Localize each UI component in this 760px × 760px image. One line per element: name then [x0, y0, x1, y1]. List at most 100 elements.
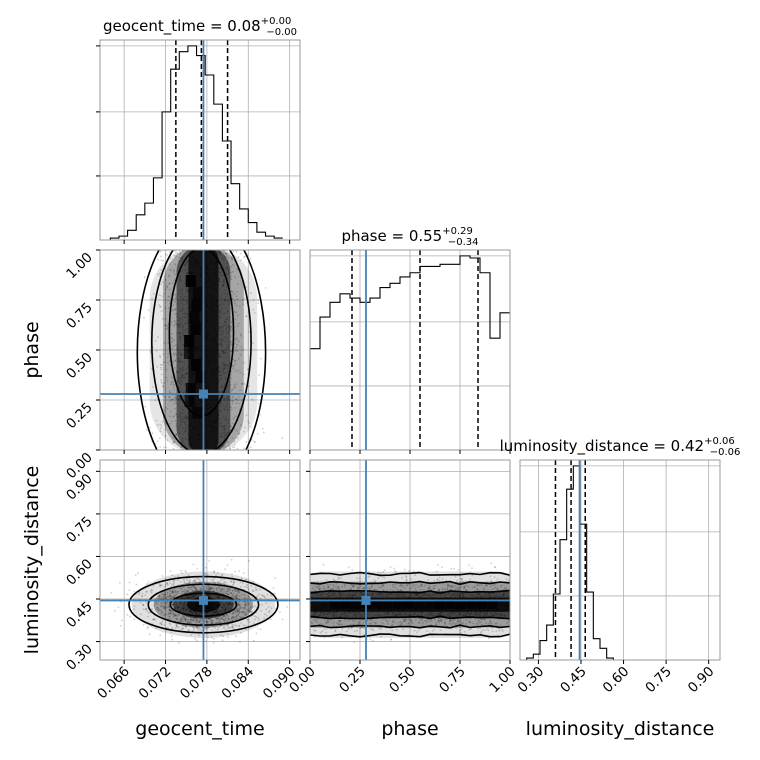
sample-point	[351, 585, 354, 588]
sample-point	[192, 585, 195, 588]
sample-point	[159, 255, 162, 258]
sample-point	[402, 585, 404, 588]
sample-point	[244, 597, 247, 600]
sample-point	[169, 400, 171, 403]
sample-point	[227, 617, 230, 620]
sample-point	[318, 589, 321, 592]
sample-point	[186, 620, 189, 623]
sample-point	[175, 593, 178, 596]
joint-plot-area	[100, 250, 300, 450]
sample-point	[222, 591, 225, 593]
sample-point	[489, 575, 492, 578]
sample-point	[146, 626, 149, 629]
sample-point	[227, 590, 230, 593]
sample-point	[171, 376, 173, 379]
sample-point	[234, 407, 237, 409]
sample-point	[193, 618, 196, 621]
sample-point	[168, 608, 171, 611]
sample-point	[205, 640, 207, 643]
sample-point	[167, 352, 170, 355]
sample-point	[392, 619, 395, 622]
sample-point	[173, 367, 176, 369]
sample-point	[232, 581, 235, 583]
sample-point	[171, 591, 174, 594]
sample-point	[171, 590, 174, 592]
sample-point	[480, 630, 483, 633]
sample-point	[224, 615, 227, 618]
sample-point	[264, 613, 266, 616]
sample-point	[243, 613, 246, 616]
sample-point	[175, 617, 177, 620]
sample-point	[395, 571, 398, 574]
sample-point	[236, 597, 238, 600]
sample-point	[449, 620, 452, 623]
sample-point	[225, 592, 228, 595]
sample-point	[222, 445, 225, 448]
sample-point	[159, 355, 161, 357]
sample-point	[224, 568, 227, 571]
sample-point	[207, 636, 210, 639]
sample-point	[257, 402, 260, 405]
sample-point	[215, 587, 218, 590]
histogram-step	[109, 45, 283, 240]
sample-point	[208, 586, 211, 589]
density-cell	[184, 335, 195, 347]
sample-point	[231, 619, 234, 622]
sample-point	[119, 581, 121, 584]
sample-point	[167, 612, 170, 615]
sample-point	[209, 588, 212, 591]
sample-point	[263, 596, 266, 598]
sample-point	[487, 629, 490, 632]
sample-point	[164, 328, 167, 330]
sample-point	[490, 562, 493, 565]
sample-point	[252, 342, 254, 344]
sample-point	[142, 603, 145, 606]
sample-point	[188, 621, 191, 623]
sample-point	[168, 390, 171, 393]
axes-frame	[99, 459, 301, 661]
sample-point	[183, 580, 186, 583]
sample-point	[140, 595, 143, 598]
sample-point	[243, 447, 245, 450]
sample-point	[163, 342, 166, 345]
sample-point	[170, 337, 173, 339]
sample-point	[219, 590, 222, 593]
sample-point	[170, 585, 173, 588]
sample-point	[333, 585, 335, 588]
sample-point	[234, 588, 237, 591]
sample-point	[408, 570, 410, 572]
sample-point	[236, 268, 239, 271]
sample-point	[168, 288, 171, 291]
sample-point	[262, 427, 264, 430]
sample-point	[166, 595, 169, 598]
sample-point	[168, 612, 171, 615]
sample-point	[428, 620, 431, 623]
sample-point	[226, 593, 229, 595]
sample-point	[251, 610, 253, 613]
sample-point	[234, 360, 236, 362]
sample-point	[221, 618, 224, 621]
sample-point	[168, 307, 170, 309]
sample-point	[187, 621, 189, 624]
sample-point	[134, 574, 137, 576]
sample-point	[191, 618, 194, 621]
sample-point	[183, 616, 186, 619]
sample-point	[230, 370, 233, 373]
sample-point	[173, 388, 176, 391]
sample-point	[170, 595, 173, 598]
sample-point	[314, 629, 317, 632]
sample-point	[193, 585, 196, 588]
sample-point	[465, 589, 468, 592]
sample-point	[467, 628, 470, 631]
sample-point	[249, 446, 252, 449]
sample-point	[164, 395, 167, 398]
sample-point	[248, 422, 250, 425]
sample-point	[159, 306, 161, 308]
sample-point	[184, 625, 187, 628]
sample-point	[244, 607, 247, 610]
sample-point	[168, 275, 171, 278]
sample-point	[174, 323, 177, 325]
sample-point	[235, 402, 238, 405]
sample-point	[485, 622, 487, 625]
sample-point	[170, 321, 173, 323]
